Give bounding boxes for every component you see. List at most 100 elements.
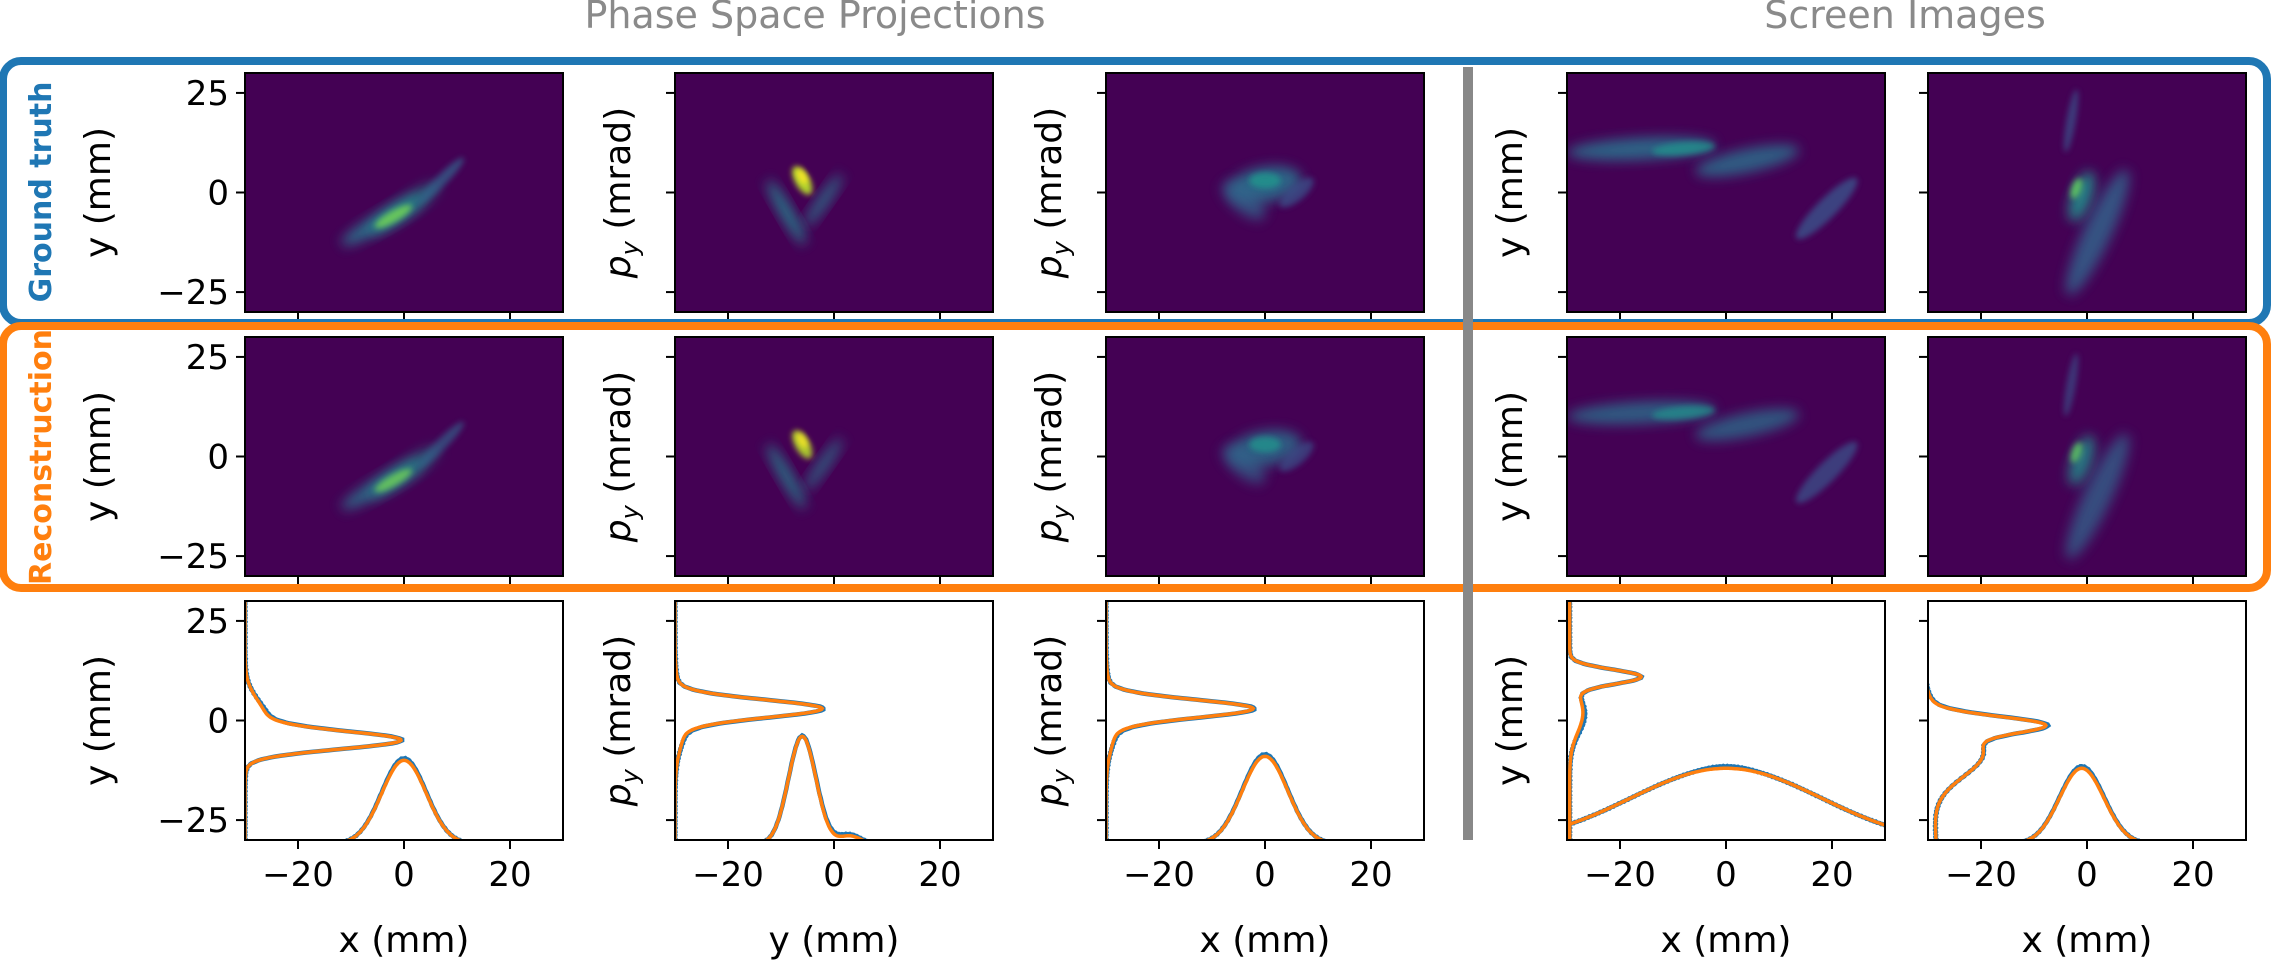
- row-label-reconstruction: Reconstruction: [24, 329, 59, 585]
- y-axis-label: py (mrad): [598, 635, 644, 807]
- projection-curve-horizontal: [1202, 754, 1328, 840]
- heatmap-panel: [245, 73, 563, 312]
- x-tick-label: −20: [262, 855, 334, 895]
- density-blob: [2068, 435, 2095, 486]
- projection-curve-horizontal: [1200, 751, 1332, 840]
- x-axis-label: x (mm): [1661, 920, 1792, 961]
- x-axis-label: x (mm): [2022, 920, 2153, 961]
- heatmap-density: [2063, 89, 2130, 296]
- header-phase-space: Phase Space Projections: [584, 0, 1045, 37]
- projection-curve-horizontal: [343, 758, 465, 840]
- density-blob: [796, 432, 808, 449]
- projection-curve-vertical: [245, 601, 404, 840]
- x-tick-label: 0: [2076, 855, 2098, 895]
- heatmap-density: [766, 430, 843, 509]
- density-blob: [1249, 436, 1281, 453]
- heatmap-density: [1222, 165, 1314, 220]
- heatmap-density: [341, 421, 464, 510]
- y-axis-label: y (mm): [78, 655, 119, 786]
- projection-curve-vertical: [1567, 601, 1644, 840]
- density-blob: [1795, 441, 1858, 504]
- x-tick-label: 20: [1349, 855, 1392, 895]
- heatmap-density: [341, 157, 464, 246]
- density-blob: [1279, 177, 1314, 208]
- density-blob: [2063, 353, 2079, 417]
- projection-curve-horizontal: [340, 755, 468, 840]
- x-tick-label: 20: [488, 855, 531, 895]
- density-blob: [418, 421, 464, 468]
- y-axis-label: y (mm): [78, 127, 119, 258]
- axes-layer: 25 0 −25 y (mm) py (mrad) py (mrad) y (mm) 25 0 −…: [78, 72, 2247, 961]
- row-label-ground-truth: Ground truth: [24, 82, 59, 303]
- density-blob: [766, 444, 806, 509]
- reconstruction-frame: [0, 322, 2271, 592]
- density-blob: [2063, 89, 2079, 153]
- heatmap-density: [1222, 429, 1314, 484]
- y-axis-label: py (mrad): [1029, 107, 1075, 279]
- projection-panel: [1106, 601, 1424, 840]
- projection-curve-vertical: [1928, 682, 2049, 840]
- density-blob: [2070, 442, 2083, 463]
- y-axis-label: y (mm): [78, 391, 119, 522]
- density-blob: [1249, 172, 1281, 189]
- heatmap-density: [2063, 353, 2130, 560]
- projection-curve-horizontal: [763, 734, 868, 840]
- x-axis-label: x (mm): [1200, 920, 1331, 961]
- density-blob: [804, 438, 843, 491]
- y-axis-label: py (mrad): [1029, 635, 1075, 807]
- x-tick-label: −20: [1945, 855, 2017, 895]
- projection-panel: [1567, 601, 1885, 840]
- heatmap-density: [766, 166, 843, 245]
- y-axis-label: y (mm): [1490, 655, 1531, 786]
- x-tick-label: −20: [1584, 855, 1656, 895]
- heatmap-density: [1567, 136, 1858, 240]
- y-tick-label: 0: [207, 438, 229, 478]
- heatmap-panel: [245, 337, 563, 576]
- density-blob: [804, 174, 843, 227]
- projection-curves-layer: [245, 601, 2145, 840]
- header-screen-images: Screen Images: [1764, 0, 2046, 37]
- x-tick-label: 20: [2171, 855, 2214, 895]
- y-tick-label: 25: [186, 602, 229, 642]
- density-blob: [374, 204, 412, 229]
- density-blob: [1795, 177, 1858, 240]
- y-tick-label: −25: [157, 801, 229, 841]
- y-axis-label: py (mrad): [1029, 371, 1075, 543]
- y-axis-label: y (mm): [1490, 391, 1531, 522]
- x-tick-label: −20: [692, 855, 764, 895]
- y-tick-label: −25: [157, 537, 229, 577]
- y-axis-label: py (mrad): [598, 107, 644, 279]
- density-blob: [766, 180, 806, 245]
- density-blob: [796, 168, 808, 185]
- density-blob: [1222, 445, 1266, 484]
- density-blob: [1222, 181, 1266, 220]
- x-tick-label: −20: [1123, 855, 1195, 895]
- density-blob: [2065, 169, 2130, 296]
- density-blob: [1279, 441, 1314, 472]
- projection-panel: [245, 601, 563, 840]
- x-tick-label: 20: [1810, 855, 1853, 895]
- density-blob: [418, 157, 464, 204]
- density-blob: [1695, 144, 1800, 177]
- y-tick-label: 25: [186, 74, 229, 114]
- density-blob: [2065, 433, 2130, 560]
- density-blob: [2070, 178, 2083, 199]
- x-tick-label: 0: [1715, 855, 1737, 895]
- density-blob: [1651, 405, 1716, 420]
- heatmap-density: [1567, 400, 1858, 504]
- y-axis-label: y (mm): [1490, 127, 1531, 258]
- density-blob: [1695, 408, 1800, 441]
- projection-curve-horizontal: [1567, 766, 1885, 827]
- projection-panel: [1928, 601, 2246, 840]
- x-tick-label: 20: [918, 855, 961, 895]
- section-divider: [1463, 67, 1473, 840]
- x-tick-label: 0: [1254, 855, 1276, 895]
- x-tick-label: 0: [823, 855, 845, 895]
- x-axis-label: x (mm): [339, 920, 470, 961]
- projection-panel: [675, 601, 993, 840]
- heatmap-blobs-layer: [341, 89, 2130, 560]
- projection-curve-vertical: [675, 601, 825, 840]
- y-axis-label: py (mrad): [598, 371, 644, 543]
- density-blob: [2068, 171, 2095, 222]
